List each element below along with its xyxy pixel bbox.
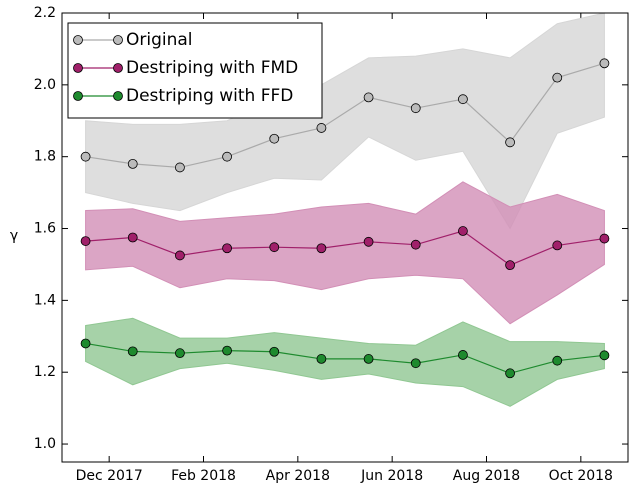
legend-marker	[113, 63, 123, 73]
marker	[127, 158, 138, 169]
marker	[599, 233, 610, 244]
x-tick-label: Aug 2018	[453, 468, 520, 484]
marker	[269, 133, 280, 144]
legend-marker	[73, 35, 83, 45]
y-tick-label: 1.0	[34, 436, 56, 452]
legend-marker	[73, 91, 83, 101]
marker	[175, 348, 185, 359]
marker	[316, 354, 327, 364]
marker	[222, 243, 232, 254]
marker	[363, 236, 374, 247]
y-tick-label: 1.4	[34, 292, 56, 308]
legend-marker	[113, 91, 123, 101]
legend-label: Destriping with FMD	[126, 58, 298, 78]
y-tick-label: 1.8	[34, 149, 56, 165]
marker	[363, 354, 374, 364]
line	[85, 62, 605, 169]
marker	[458, 94, 468, 105]
legend-box	[67, 22, 323, 119]
marker	[410, 239, 421, 250]
x-tick-label: Apr 2018	[266, 468, 330, 484]
marker	[458, 350, 468, 360]
marker	[269, 346, 280, 357]
marker	[80, 338, 91, 349]
marker	[552, 355, 563, 366]
marker	[505, 137, 515, 148]
legend-label: Original	[126, 30, 193, 50]
marker	[222, 151, 232, 162]
legend-marker	[113, 35, 123, 45]
marker	[505, 368, 515, 379]
band	[85, 317, 605, 407]
marker	[599, 58, 610, 69]
band	[85, 181, 605, 325]
marker	[505, 260, 515, 271]
marker	[410, 103, 421, 114]
line	[85, 342, 605, 374]
marker	[458, 226, 468, 236]
marker	[316, 123, 327, 133]
marker	[599, 350, 610, 361]
marker	[363, 92, 374, 103]
marker	[222, 345, 232, 356]
x-tick-label: Oct 2018	[549, 468, 613, 484]
marker	[269, 242, 280, 253]
marker	[175, 162, 185, 173]
marker	[552, 72, 563, 83]
plot-frame	[61, 12, 629, 463]
x-tick-label: Feb 2018	[171, 468, 236, 484]
marker	[175, 250, 185, 261]
y-tick-label: 2.0	[34, 77, 56, 93]
marker	[127, 232, 138, 243]
y-tick-label: 1.2	[34, 364, 56, 380]
x-tick-label: Jun 2018	[360, 468, 423, 484]
marker	[552, 240, 563, 251]
x-tick-label: Dec 2017	[76, 468, 143, 484]
marker	[127, 346, 138, 357]
y-tick-label: 2.2	[34, 5, 56, 21]
line	[85, 230, 605, 266]
legend-marker	[73, 63, 83, 73]
y-tick-label: 1.6	[34, 221, 56, 237]
marker	[316, 243, 327, 254]
marker	[80, 236, 91, 246]
y-axis-label: γ	[10, 228, 18, 244]
marker	[80, 151, 91, 162]
legend-label: Destriping with FFD	[126, 86, 293, 106]
marker	[410, 358, 421, 369]
